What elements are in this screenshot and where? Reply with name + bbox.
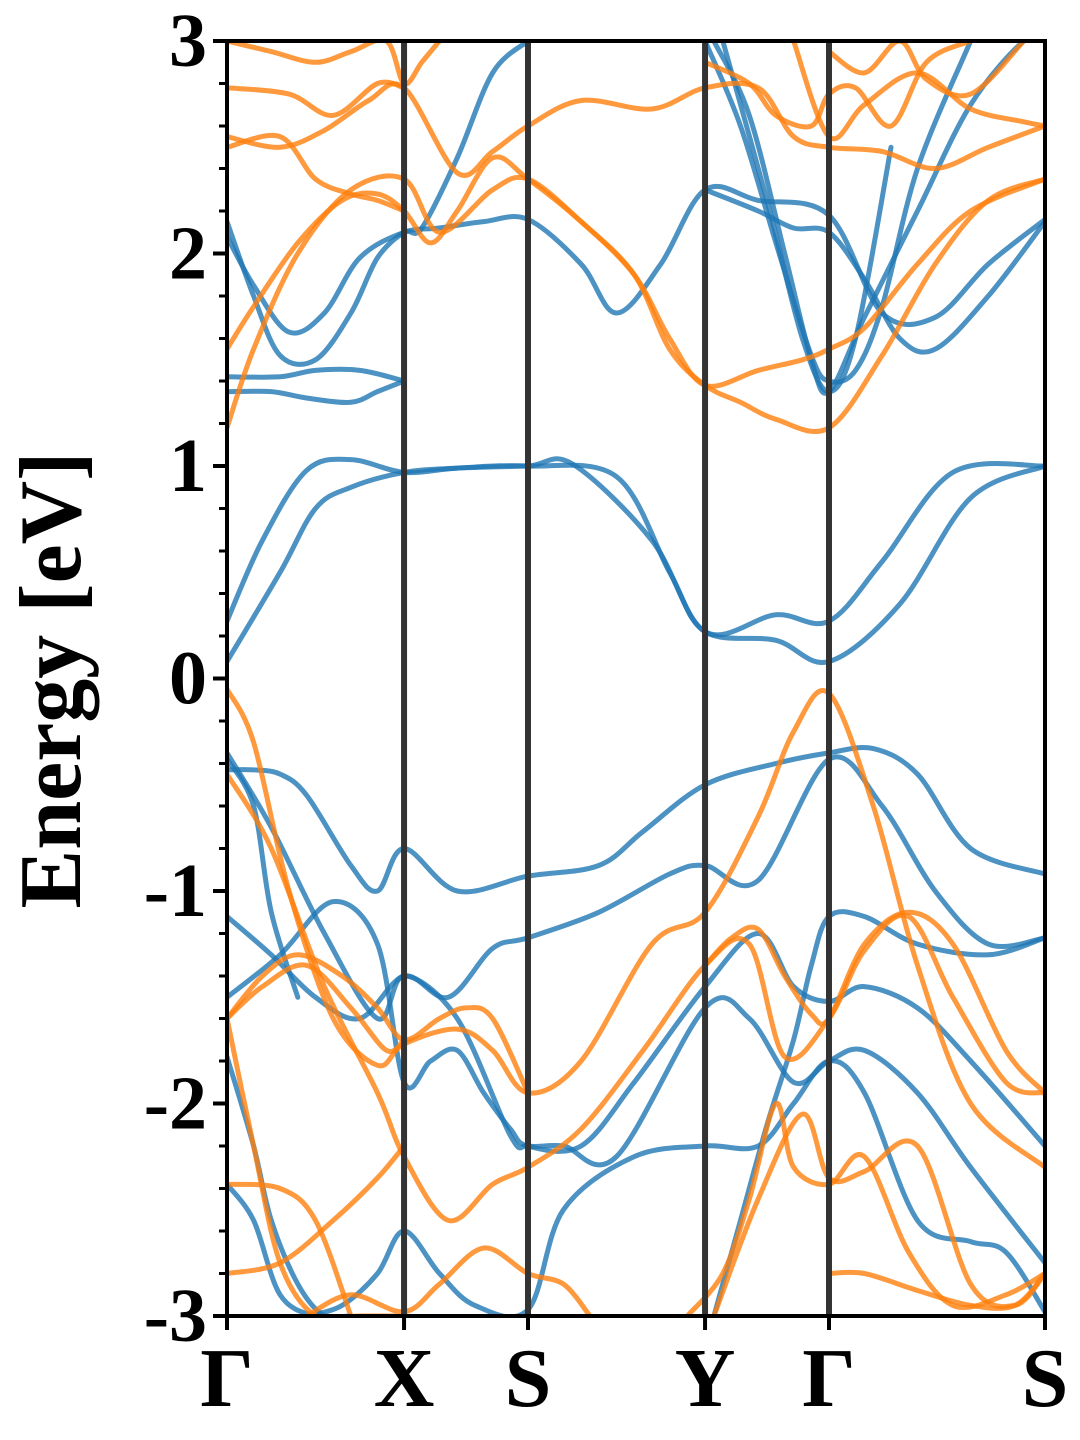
band-line-blue-2 bbox=[227, 456, 1045, 638]
band-line-blue-1 bbox=[227, 462, 1045, 665]
band-line-orange-35 bbox=[227, 80, 1045, 178]
k-point-label: S bbox=[1022, 1332, 1069, 1425]
y-tick-label: -2 bbox=[144, 1062, 207, 1146]
band-line-orange-24 bbox=[702, 909, 1045, 1096]
band-line-blue-5 bbox=[227, 899, 1045, 1154]
k-point-label: X bbox=[374, 1332, 435, 1425]
y-axis-ticks: -3 -2 -1 0 1 2 3 bbox=[144, 0, 227, 1358]
band-line-orange-34 bbox=[227, 132, 407, 214]
band-line-blue-3 bbox=[227, 744, 1045, 895]
band-line-blue-17 bbox=[702, 41, 974, 385]
band-line-orange-23 bbox=[227, 962, 407, 1055]
band-line-orange-39 bbox=[791, 41, 1045, 142]
band-line-blue-13 bbox=[227, 366, 407, 384]
y-tick-label: 1 bbox=[169, 424, 207, 508]
k-point-label: Γ bbox=[200, 1332, 253, 1425]
band-line-orange-22 bbox=[227, 952, 531, 1096]
y-tick-label: -3 bbox=[144, 1274, 207, 1358]
band-lines bbox=[227, 41, 1045, 1316]
y-axis-title: Energy [eV] bbox=[3, 452, 100, 909]
band-line-orange-26 bbox=[227, 1181, 354, 1316]
band-line-blue-11 bbox=[711, 909, 1045, 1316]
band-line-orange-25 bbox=[227, 1016, 398, 1316]
band-line-orange-21 bbox=[227, 771, 1045, 1224]
band-line-orange-27 bbox=[227, 1143, 407, 1276]
k-point-label: Y bbox=[675, 1332, 736, 1425]
band-line-orange-20 bbox=[227, 686, 1045, 1170]
band-line-blue-8 bbox=[304, 1058, 1045, 1316]
high-symmetry-lines bbox=[401, 41, 832, 1316]
k-point-label: Γ bbox=[802, 1332, 855, 1425]
k-point-label: S bbox=[505, 1332, 552, 1425]
y-tick-label: -1 bbox=[144, 849, 207, 933]
band-line-orange-36 bbox=[227, 79, 407, 118]
y-tick-label: 2 bbox=[169, 212, 207, 296]
y-tick-label: 0 bbox=[169, 637, 207, 721]
band-line-blue-10 bbox=[227, 756, 301, 1000]
band-line-blue-19 bbox=[720, 41, 894, 395]
band-line-blue-6 bbox=[227, 750, 1045, 1266]
band-line-blue-9 bbox=[227, 1181, 354, 1316]
y-tick-label: 3 bbox=[169, 0, 207, 83]
band-line-orange-32 bbox=[227, 173, 1045, 435]
band-line-blue-14 bbox=[227, 41, 531, 367]
band-line-blue-12 bbox=[227, 378, 407, 405]
band-line-orange-28 bbox=[304, 1245, 593, 1316]
band-line-orange-37 bbox=[227, 41, 442, 87]
band-line-orange-31 bbox=[826, 1269, 1045, 1311]
band-line-orange-40 bbox=[826, 41, 1027, 99]
